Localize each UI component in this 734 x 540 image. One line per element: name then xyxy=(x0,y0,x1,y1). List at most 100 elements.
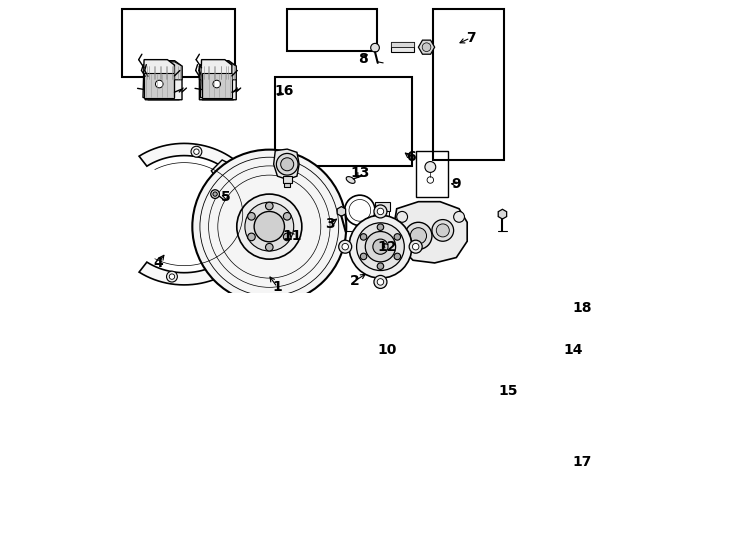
Polygon shape xyxy=(200,59,232,98)
Ellipse shape xyxy=(346,177,355,184)
Polygon shape xyxy=(145,60,182,100)
Text: 2: 2 xyxy=(350,274,360,288)
Circle shape xyxy=(245,202,294,251)
Circle shape xyxy=(377,224,384,231)
Circle shape xyxy=(240,240,250,251)
Polygon shape xyxy=(200,62,236,80)
Text: 4: 4 xyxy=(153,256,163,270)
Text: 1: 1 xyxy=(272,280,283,294)
Circle shape xyxy=(338,240,352,253)
Circle shape xyxy=(280,158,294,171)
Circle shape xyxy=(170,274,175,279)
Bar xyxy=(415,151,448,197)
Circle shape xyxy=(247,233,255,241)
Bar xyxy=(284,183,291,187)
Polygon shape xyxy=(588,24,597,35)
Circle shape xyxy=(266,244,273,251)
Circle shape xyxy=(587,211,598,221)
Bar xyxy=(602,203,610,217)
Circle shape xyxy=(366,232,396,262)
Polygon shape xyxy=(556,243,587,270)
Bar xyxy=(283,176,291,183)
Bar xyxy=(433,9,504,160)
Circle shape xyxy=(194,149,199,154)
Circle shape xyxy=(213,80,220,88)
Bar xyxy=(567,267,577,274)
Text: 14: 14 xyxy=(563,343,583,357)
Circle shape xyxy=(266,202,273,210)
Circle shape xyxy=(566,192,577,203)
Circle shape xyxy=(377,263,384,269)
Circle shape xyxy=(377,279,384,285)
Circle shape xyxy=(371,43,379,52)
Polygon shape xyxy=(211,160,233,179)
Polygon shape xyxy=(582,222,591,233)
Circle shape xyxy=(377,208,384,215)
Circle shape xyxy=(436,224,449,237)
Circle shape xyxy=(191,146,202,157)
Polygon shape xyxy=(559,171,608,241)
Circle shape xyxy=(357,223,404,271)
Polygon shape xyxy=(148,62,179,80)
Bar xyxy=(554,187,562,200)
Polygon shape xyxy=(144,73,175,98)
Circle shape xyxy=(410,228,426,244)
Polygon shape xyxy=(143,59,175,98)
Polygon shape xyxy=(394,201,467,263)
Circle shape xyxy=(373,239,388,254)
Text: 15: 15 xyxy=(498,384,517,399)
Text: 10: 10 xyxy=(377,343,396,357)
Circle shape xyxy=(167,271,178,282)
Bar xyxy=(377,212,388,219)
Circle shape xyxy=(562,253,571,262)
Polygon shape xyxy=(148,60,179,100)
Circle shape xyxy=(396,212,407,222)
Polygon shape xyxy=(139,144,263,285)
Polygon shape xyxy=(418,40,435,54)
Circle shape xyxy=(342,244,349,250)
Bar xyxy=(391,42,414,52)
Circle shape xyxy=(454,212,465,222)
Circle shape xyxy=(349,215,412,278)
Circle shape xyxy=(283,213,291,220)
Circle shape xyxy=(413,244,419,250)
Text: 5: 5 xyxy=(220,190,230,204)
Circle shape xyxy=(237,194,302,259)
Polygon shape xyxy=(200,60,236,100)
Circle shape xyxy=(562,188,581,208)
Circle shape xyxy=(584,206,603,226)
Text: 3: 3 xyxy=(325,217,335,231)
Circle shape xyxy=(242,243,248,248)
Text: 17: 17 xyxy=(573,455,592,469)
Text: 8: 8 xyxy=(358,51,368,65)
Circle shape xyxy=(254,212,285,242)
Circle shape xyxy=(394,234,401,240)
Text: 7: 7 xyxy=(465,31,475,45)
Polygon shape xyxy=(274,149,299,179)
Polygon shape xyxy=(498,210,506,219)
Text: 12: 12 xyxy=(377,240,396,254)
Bar xyxy=(391,42,414,47)
Text: 16: 16 xyxy=(275,84,294,98)
Circle shape xyxy=(422,43,431,51)
Circle shape xyxy=(374,275,387,288)
Circle shape xyxy=(211,190,219,198)
Circle shape xyxy=(425,161,436,172)
Text: 6: 6 xyxy=(406,150,415,164)
Polygon shape xyxy=(337,207,346,217)
Polygon shape xyxy=(202,62,233,80)
Circle shape xyxy=(159,79,168,87)
Circle shape xyxy=(569,267,575,274)
Circle shape xyxy=(283,233,291,241)
Circle shape xyxy=(156,80,163,88)
Bar xyxy=(275,77,413,166)
Circle shape xyxy=(247,213,255,220)
Circle shape xyxy=(405,222,432,249)
Polygon shape xyxy=(145,62,182,80)
Bar xyxy=(122,9,235,77)
Circle shape xyxy=(360,234,367,240)
Bar xyxy=(375,201,390,212)
Circle shape xyxy=(374,205,387,218)
Polygon shape xyxy=(202,73,232,98)
Circle shape xyxy=(277,153,298,175)
